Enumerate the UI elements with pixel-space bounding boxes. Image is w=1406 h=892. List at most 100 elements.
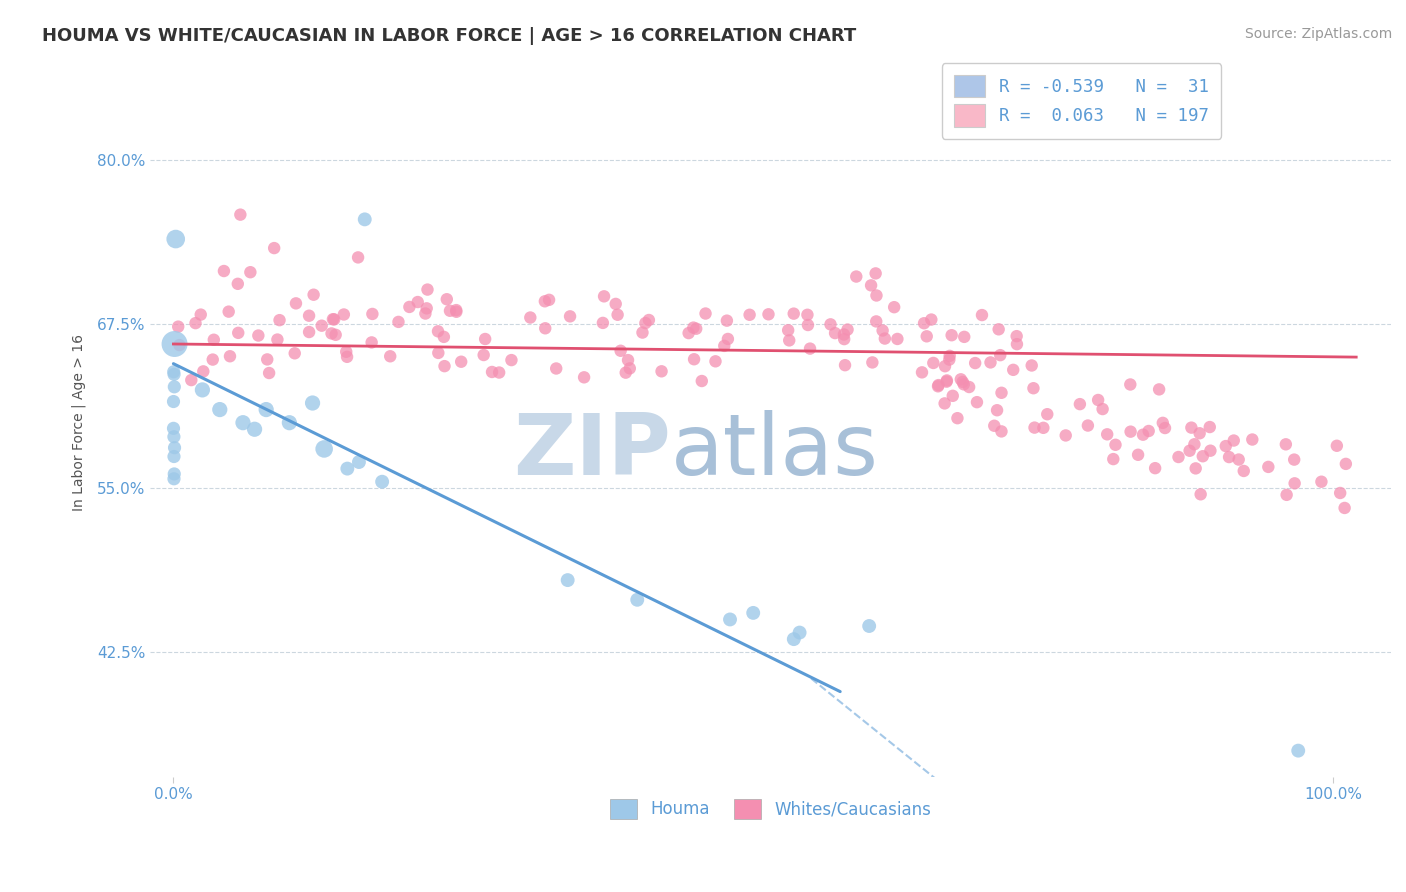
Point xyxy=(979,355,1001,369)
Point xyxy=(298,325,321,339)
Point xyxy=(201,352,224,367)
Point xyxy=(335,344,357,359)
Point xyxy=(605,297,627,311)
Point xyxy=(915,329,938,343)
Point xyxy=(716,313,738,327)
Point xyxy=(333,308,356,322)
Point xyxy=(336,461,359,475)
Point xyxy=(935,374,957,388)
Point xyxy=(1167,450,1189,464)
Point xyxy=(704,354,727,368)
Point xyxy=(927,379,949,393)
Point xyxy=(634,316,657,330)
Point xyxy=(796,308,818,322)
Point xyxy=(226,326,249,340)
Point xyxy=(1286,744,1309,758)
Point xyxy=(1005,337,1028,351)
Point xyxy=(481,365,503,379)
Point xyxy=(797,318,820,332)
Point xyxy=(783,307,806,321)
Point xyxy=(942,389,965,403)
Point xyxy=(912,316,935,330)
Point xyxy=(298,309,321,323)
Point xyxy=(406,295,429,310)
Point xyxy=(311,318,333,333)
Point xyxy=(256,352,278,367)
Point xyxy=(990,425,1012,439)
Point xyxy=(1275,437,1298,451)
Point xyxy=(1333,500,1355,515)
Point xyxy=(952,377,974,392)
Point xyxy=(983,418,1005,433)
Point xyxy=(920,312,942,326)
Point xyxy=(1021,359,1043,373)
Point xyxy=(184,316,207,330)
Point xyxy=(789,625,811,640)
Point xyxy=(799,342,821,356)
Point xyxy=(163,368,186,382)
Point xyxy=(1198,420,1220,434)
Point xyxy=(285,296,308,310)
Point xyxy=(1022,381,1045,395)
Point xyxy=(952,375,974,389)
Point xyxy=(683,352,706,367)
Point xyxy=(1233,464,1256,478)
Point xyxy=(347,251,370,265)
Point xyxy=(820,318,842,332)
Point xyxy=(163,430,186,444)
Point xyxy=(474,332,496,346)
Point xyxy=(1132,427,1154,442)
Point xyxy=(353,212,375,227)
Point xyxy=(534,321,557,335)
Point xyxy=(415,306,437,320)
Point xyxy=(922,356,945,370)
Point xyxy=(986,403,1008,417)
Point xyxy=(631,326,654,340)
Point xyxy=(872,324,894,338)
Point xyxy=(886,332,908,346)
Point xyxy=(163,450,186,464)
Point xyxy=(1087,392,1109,407)
Point xyxy=(1241,433,1264,447)
Point xyxy=(488,366,510,380)
Point xyxy=(538,293,561,307)
Point xyxy=(883,300,905,314)
Point xyxy=(1024,420,1046,434)
Point xyxy=(371,475,394,489)
Point xyxy=(845,269,868,284)
Point xyxy=(427,324,450,338)
Point xyxy=(321,326,343,341)
Point xyxy=(1218,450,1240,464)
Point xyxy=(619,361,641,376)
Point xyxy=(1137,424,1160,438)
Point xyxy=(938,352,960,367)
Point xyxy=(534,294,557,309)
Point xyxy=(163,472,186,486)
Point xyxy=(941,328,963,343)
Point xyxy=(1077,418,1099,433)
Point xyxy=(1257,459,1279,474)
Point xyxy=(865,288,887,302)
Point xyxy=(229,208,252,222)
Point xyxy=(572,370,595,384)
Point xyxy=(758,307,780,321)
Point xyxy=(1275,488,1298,502)
Text: Source: ZipAtlas.com: Source: ZipAtlas.com xyxy=(1244,27,1392,41)
Point xyxy=(1119,425,1142,439)
Point xyxy=(1095,427,1118,442)
Point xyxy=(1189,487,1212,501)
Point xyxy=(1215,439,1237,453)
Point xyxy=(1178,443,1201,458)
Point xyxy=(167,319,190,334)
Point xyxy=(190,308,212,322)
Point xyxy=(682,320,704,334)
Point xyxy=(935,375,957,389)
Point xyxy=(1326,439,1348,453)
Point xyxy=(436,292,458,306)
Point xyxy=(609,343,631,358)
Point xyxy=(626,592,648,607)
Point xyxy=(783,632,806,647)
Point xyxy=(953,330,976,344)
Point xyxy=(865,267,887,281)
Point xyxy=(278,416,301,430)
